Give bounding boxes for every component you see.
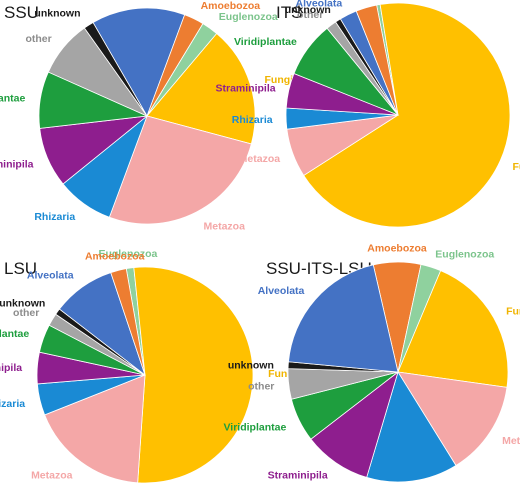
- panel-title-its: ITS: [276, 3, 302, 22]
- pie-slice-unknown: [83, 21, 148, 117]
- panel-title-lsu: LSU: [4, 259, 37, 278]
- slice-label-amoebozoa: Amoebozoa: [367, 243, 427, 255]
- slice-label-euglenozoa: Euglenozoa: [98, 248, 157, 260]
- slice-label-alveolata: Alveolata: [27, 270, 74, 282]
- slice-label-alveolata: Alveolata: [296, 0, 343, 10]
- slice-label-rhizaria: Rhizaria: [34, 211, 75, 223]
- slice-label-amoebozoa: Amoebozoa: [85, 251, 145, 263]
- slice-label-metazoa: Metazoa: [239, 153, 281, 165]
- slice-label-other: other: [13, 307, 39, 319]
- slice-label-rhizaria: Rhizaria: [232, 114, 273, 126]
- slice-label-rhizaria: Rhizaria: [0, 398, 25, 410]
- slice-label-amoebozoa: Amoebozoa: [303, 0, 363, 2]
- pie-slice-fungi: [303, 2, 511, 228]
- slice-label-straminipila: Straminipila: [0, 362, 22, 374]
- slice-label-other: other: [297, 9, 323, 21]
- slice-label-fungi: Fungi: [506, 306, 520, 318]
- slice-label-viridiplantae: Viridiplantae: [234, 36, 297, 48]
- panel-title-ssu-its-lsu: SSU-ITS-LSU: [266, 259, 372, 278]
- slice-label-unknown: unknown: [34, 7, 80, 19]
- slice-label-fungi: Fungi: [513, 161, 520, 173]
- slice-label-straminipila: Straminipila: [0, 159, 34, 171]
- slice-label-fungi: Fungi: [265, 74, 294, 86]
- pie-slice-fungi: [146, 32, 256, 145]
- pie-slice-amoebozoa: [110, 268, 146, 376]
- pie-slice-metazoa: [397, 371, 508, 467]
- slice-label-viridiplantae: Viridiplantae: [0, 92, 25, 104]
- pie-slice-alveolata: [92, 7, 186, 117]
- pie-slice-fungi: [133, 266, 254, 484]
- slice-label-euglenozoa: Euglenozoa: [219, 11, 278, 23]
- pie-panel-lsu: LSU EuglenozoaFungiMetazoaRhizariaStrami…: [0, 248, 297, 484]
- pie-panel-ssu: SSU AlveolataAmoebozoaEuglenozoaFungiMet…: [0, 0, 293, 232]
- slice-label-unknown: unknown: [285, 4, 331, 16]
- slice-label-metazoa: Metazoa: [502, 435, 520, 447]
- slice-label-metazoa: Metazoa: [31, 470, 73, 482]
- slice-label-straminipila: Straminipila: [268, 470, 328, 482]
- panel-title-ssu: SSU: [4, 3, 39, 22]
- pie-slice-rhizaria: [366, 371, 457, 483]
- slice-label-other: other: [248, 381, 274, 393]
- slice-label-alveolata: Alveolata: [258, 285, 305, 297]
- slice-label-unknown: unknown: [228, 359, 274, 371]
- pie-slice-metazoa: [108, 115, 252, 225]
- slice-label-other: other: [25, 33, 51, 45]
- pie-slice-fungi: [397, 270, 509, 388]
- slice-label-viridiplantae: Viridiplantae: [223, 422, 286, 434]
- slice-label-euglenozoa: Euglenozoa: [435, 248, 494, 260]
- slice-label-amoebozoa: Amoebozoa: [201, 0, 261, 12]
- slice-label-straminipila: Straminipila: [215, 83, 275, 95]
- pie-slice-metazoa: [44, 374, 146, 484]
- pie-slice-alveolata: [288, 264, 399, 373]
- pie-panel-ssu-its-lsu: SSU-ITS-LSU Amoebozoa Euglenozoa Fungi Meta…: [223, 243, 520, 491]
- slice-label-metazoa: Metazoa: [204, 220, 246, 232]
- pie-panel-its: ITS Euglenozoa Fungi Metazoa Rhizaria Strami…: [215, 0, 520, 228]
- slice-label-unknown: unknown: [0, 298, 45, 310]
- pie-slice-amoebozoa: [355, 4, 399, 116]
- slice-label-viridiplantae: Viridiplantae: [0, 328, 29, 340]
